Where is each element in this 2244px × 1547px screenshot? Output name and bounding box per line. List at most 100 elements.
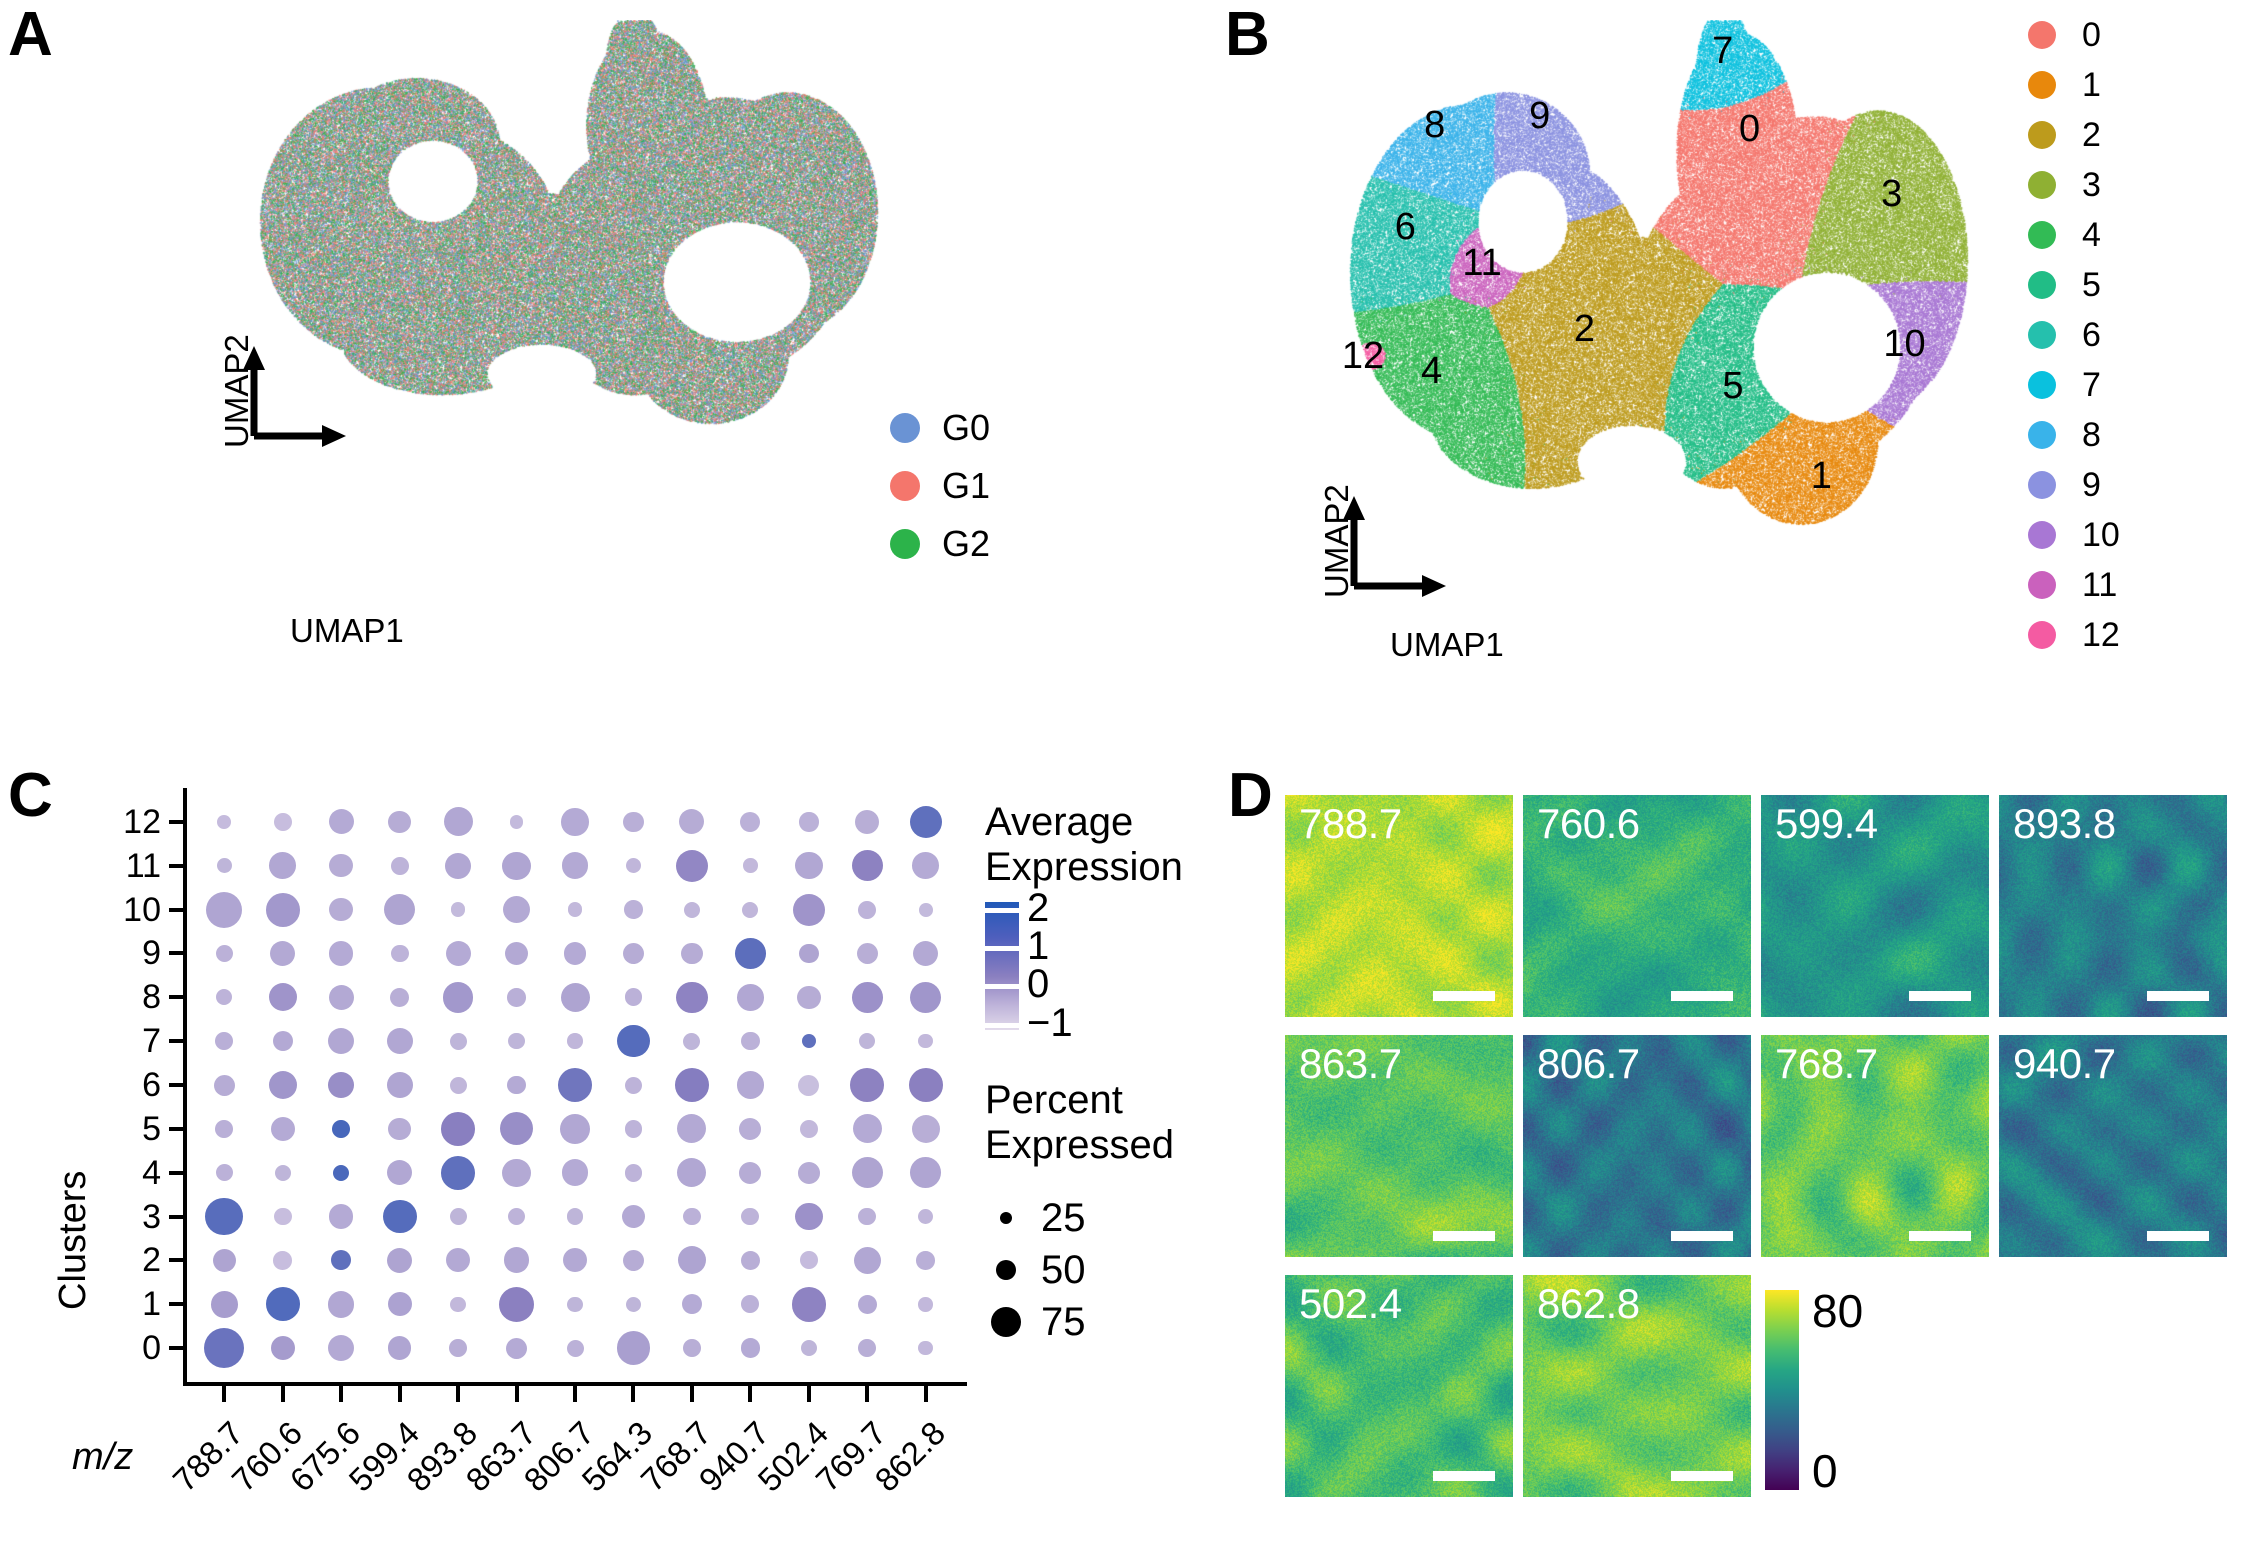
- dotplot-dot: [387, 1292, 412, 1317]
- dotplot-dot: [624, 1076, 642, 1094]
- legend-item-cluster-6[interactable]: 6: [2028, 318, 2120, 352]
- dotplot-dot: [213, 1074, 235, 1096]
- dotplot-dot: [562, 1248, 588, 1273]
- dotplot-dot: [791, 1286, 827, 1322]
- dotplot-dot: [858, 900, 877, 919]
- dotplot-x-tick: [573, 1386, 577, 1402]
- msi-tile-label-862.8: 862.8: [1537, 1280, 1640, 1327]
- legend-item-cluster-7[interactable]: 7: [2028, 368, 2120, 402]
- average-expression-colorbar: [985, 902, 1019, 1030]
- msi-tile-760.6[interactable]: 760.6: [1523, 795, 1751, 1017]
- dotplot-x-tick: [222, 1386, 227, 1402]
- dotplot-dot: [216, 989, 233, 1006]
- panel-label-c: C: [8, 761, 53, 830]
- legend-swatch-cluster-7: [2028, 371, 2056, 399]
- colorbar-min-label: 0: [1812, 1445, 1838, 1497]
- dotplot-dot: [624, 1119, 643, 1138]
- dotplot-dot: [329, 1204, 354, 1229]
- umap-b-canvas: [1340, 20, 1980, 620]
- dotplot-dot: [800, 1339, 817, 1357]
- dotplot-dot: [913, 940, 939, 966]
- msi-image-canvas: [1999, 795, 2227, 1017]
- dotplot-dot: [506, 1337, 528, 1359]
- size-legend-label-75: 75: [1041, 1300, 1086, 1344]
- msi-tile-863.7[interactable]: 863.7: [1285, 1035, 1513, 1257]
- msi-tile-862.8[interactable]: 862.8: [1523, 1275, 1751, 1497]
- msi-tile-599.4[interactable]: 599.4: [1761, 795, 1989, 1017]
- dotplot-dot: [677, 1246, 706, 1275]
- dotplot-dot: [916, 1251, 936, 1270]
- msi-tile-502.4[interactable]: 502.4: [1285, 1275, 1513, 1497]
- msi-tile-940.7[interactable]: 940.7: [1999, 1035, 2227, 1257]
- colorbar-tick: [985, 907, 1019, 913]
- cluster-annotation-2: 2: [1573, 308, 1596, 350]
- dotplot-dot: [851, 850, 883, 882]
- scale-bar: [1433, 991, 1495, 1001]
- dotplot-dot: [498, 1286, 535, 1322]
- dotplot-dot: [918, 902, 933, 917]
- legend-item-cluster-4[interactable]: 4: [2028, 218, 2120, 252]
- legend-item-cluster-8[interactable]: 8: [2028, 418, 2120, 452]
- legend-item-G2[interactable]: G2: [890, 526, 990, 562]
- msi-tile-893.8[interactable]: 893.8: [1999, 795, 2227, 1017]
- panel-label-a: A: [8, 0, 53, 69]
- dotplot-dot: [740, 1338, 761, 1358]
- legend-label-cluster-5: 5: [2082, 266, 2101, 304]
- msi-tile-806.7[interactable]: 806.7: [1523, 1035, 1751, 1257]
- dotplot-dot: [561, 852, 589, 880]
- legend-item-cluster-12[interactable]: 12: [2028, 618, 2120, 652]
- dotplot-dot: [327, 1290, 355, 1318]
- scale-bar: [1433, 1231, 1495, 1241]
- dotplot-dot: [269, 852, 296, 880]
- msi-tile-768.7[interactable]: 768.7: [1761, 1035, 1989, 1257]
- cluster-annotation-10: 10: [1883, 323, 1926, 365]
- dotplot-dot: [566, 1208, 584, 1225]
- legend-item-cluster-9[interactable]: 9: [2028, 468, 2120, 502]
- legend-swatch-cluster-9: [2028, 471, 2056, 499]
- dotplot-dot: [508, 1033, 525, 1050]
- dotplot-y-axis: [183, 788, 187, 1382]
- legend-item-cluster-2[interactable]: 2: [2028, 118, 2120, 152]
- percent-expressed-legend: 25 50 75: [985, 1192, 1086, 1348]
- dotplot-dot: [918, 1340, 934, 1356]
- size-legend-dot: [996, 1260, 1016, 1280]
- legend-item-cluster-3[interactable]: 3: [2028, 168, 2120, 202]
- legend-item-G1[interactable]: G1: [890, 468, 990, 504]
- legend-item-cluster-0[interactable]: 0: [2028, 18, 2120, 52]
- msi-tile-788.7[interactable]: 788.7: [1285, 795, 1513, 1017]
- legend-item-G0[interactable]: G0: [890, 410, 990, 446]
- legend-swatch-cluster-11: [2028, 571, 2056, 599]
- dotplot-dot: [502, 1158, 531, 1187]
- dotplot-dot: [387, 1336, 412, 1360]
- legend-swatch-G0: [890, 413, 920, 443]
- dotplot-dot: [676, 981, 708, 1013]
- colorbar-tick-label-1: 1: [1027, 924, 1050, 969]
- msi-tile-label-768.7: 768.7: [1775, 1040, 1878, 1087]
- dotplot-dot: [445, 1248, 471, 1273]
- legend-label-cluster-7: 7: [2082, 366, 2101, 404]
- dotplot-dot: [389, 987, 410, 1007]
- dotplot-dot: [567, 902, 583, 917]
- dotplot-dot: [449, 1208, 467, 1226]
- scale-bar: [2147, 1231, 2209, 1241]
- dotplot-dot: [205, 1197, 244, 1236]
- dotplot-dot: [909, 805, 942, 838]
- msi-tile-label-863.7: 863.7: [1299, 1040, 1402, 1087]
- dotplot-dot: [797, 985, 821, 1009]
- legend-item-cluster-10[interactable]: 10: [2028, 518, 2120, 552]
- dotplot-dot: [265, 892, 300, 927]
- legend-item-cluster-11[interactable]: 11: [2028, 568, 2120, 602]
- dotplot-y-label-1: 1: [142, 1285, 161, 1324]
- legend-item-cluster-5[interactable]: 5: [2028, 268, 2120, 302]
- dotplot-y-label-8: 8: [142, 978, 161, 1017]
- scale-bar: [1909, 991, 1971, 1001]
- dotplot-dot: [681, 1294, 702, 1315]
- dotplot-dot: [560, 982, 590, 1012]
- legend-item-cluster-1[interactable]: 1: [2028, 68, 2120, 102]
- dotplot-dot: [735, 938, 766, 969]
- dotplot-dot: [567, 1296, 583, 1312]
- dotplot-dot: [212, 1248, 236, 1273]
- dotplot-x-tick: [806, 1386, 811, 1402]
- dotplot-dot: [328, 1072, 355, 1098]
- dotplot-dot: [918, 1033, 934, 1049]
